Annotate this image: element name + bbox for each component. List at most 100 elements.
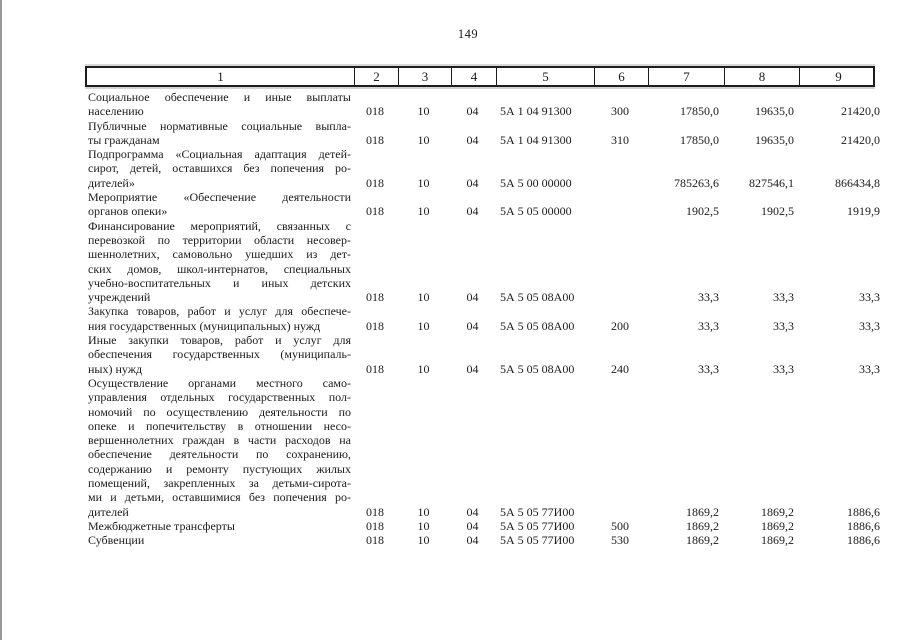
name-line: управления отдельных государственных пол… <box>88 390 351 405</box>
column-header: 4 <box>452 68 497 85</box>
cell-amount-year1: 1869,2 <box>686 504 719 519</box>
name-line: Публичные нормативные социальные выпла- <box>88 118 351 133</box>
cell-amount-year1: 33,3 <box>698 290 719 305</box>
cell-grbs-code: 018 <box>366 175 384 190</box>
cell-target-article: 5А 5 05 00000 <box>500 204 572 219</box>
name-line: Межбюджетные трансферты <box>88 518 235 533</box>
cell-target-article: 5А 5 00 00000 <box>500 175 572 190</box>
cell-grbs-code: 018 <box>366 204 384 219</box>
cell-name: Осуществление органами местного само-упр… <box>85 376 353 519</box>
cell-amount-year1: 33,3 <box>698 361 719 376</box>
cell-target-article: 5А 5 05 77И00 <box>500 533 575 548</box>
name-line: учреждений <box>88 290 151 305</box>
cell-target-article: 5А 5 05 08А00 <box>500 361 575 376</box>
cell-amount-year1: 1902,5 <box>686 204 719 219</box>
cell-target-article: 5А 1 04 91300 <box>500 132 572 147</box>
name-line: содержанию и ремонту пустующих жилых <box>88 461 351 476</box>
cell-subsection: 04 <box>466 518 479 533</box>
name-line: Финансирование мероприятий, связанных с <box>88 218 351 233</box>
cell-name: Иные закупки товаров, работ и услуг для о… <box>85 333 353 376</box>
cell-section: 10 <box>417 533 430 548</box>
cell-amount-year3: 33,3 <box>859 290 880 305</box>
column-header: 2 <box>355 68 399 85</box>
name-line: населению <box>88 104 144 119</box>
cell-amount-year3: 1886,6 <box>847 518 880 533</box>
cell-amount-year1: 785263,6 <box>674 175 719 190</box>
cell-grbs-code: 018 <box>366 290 384 305</box>
cell-subsection: 04 <box>466 132 479 147</box>
cell-section: 10 <box>417 318 430 333</box>
cell-grbs-code: 018 <box>366 361 384 376</box>
name-line: Закупка товаров, работ и услуг для обесп… <box>88 304 351 319</box>
cell-section: 10 <box>417 204 430 219</box>
name-line: сирот, детей, оставшихся без попечения р… <box>88 161 351 176</box>
table-row: Социальное обеспечение и иные выплаты нас… <box>85 90 880 119</box>
cell-amount-year1: 33,3 <box>698 318 719 333</box>
name-line: Иные закупки товаров, работ и услуг для <box>88 333 351 348</box>
cell-amount-year2: 1902,5 <box>761 204 794 219</box>
name-line: шеннолетних, самовольно ушедших из дет- <box>88 247 351 262</box>
name-line: Мероприятие «Обеспечение деятельности <box>88 190 351 205</box>
cell-expense-type: 530 <box>611 533 629 548</box>
name-line: вершеннолетних граждан в части расходов … <box>88 433 351 448</box>
cell-amount-year2: 1869,2 <box>761 518 794 533</box>
name-line: ных) нужд <box>88 361 143 376</box>
name-line: обеспечение деятельности по сохранению, <box>88 447 351 462</box>
cell-target-article: 5А 5 05 77И00 <box>500 504 575 519</box>
cell-amount-year3: 21420,0 <box>841 104 880 119</box>
table-row: Субвенции 018 10 04 5А 5 05 77И00 530 1869,2 18… <box>85 533 880 548</box>
cell-section: 10 <box>417 290 430 305</box>
cell-grbs-code: 018 <box>366 104 384 119</box>
cell-target-article: 5А 5 05 08А00 <box>500 318 575 333</box>
name-line: Осуществление органами местного само- <box>88 375 351 390</box>
cell-grbs-code: 018 <box>366 518 384 533</box>
cell-amount-year1: 17850,0 <box>680 132 719 147</box>
cell-amount-year3: 1886,6 <box>847 504 880 519</box>
cell-amount-year2: 33,3 <box>773 318 794 333</box>
cell-amount-year2: 19635,0 <box>755 104 794 119</box>
cell-target-article: 5А 5 05 77И00 <box>500 518 575 533</box>
cell-grbs-code: 018 <box>366 504 384 519</box>
name-line: перевозкой по территории области несовер… <box>88 232 351 247</box>
cell-name: Межбюджетные трансферты <box>85 519 353 533</box>
column-header: 3 <box>399 68 452 85</box>
table-row: Публичные нормативные социальные выпла-т… <box>85 119 880 148</box>
cell-section: 10 <box>417 132 430 147</box>
cell-amount-year2: 1869,2 <box>761 533 794 548</box>
cell-amount-year3: 33,3 <box>859 361 880 376</box>
cell-name: Подпрограмма «Социальная адаптация детей… <box>85 147 353 190</box>
table-row: Иные закупки товаров, работ и услуг для о… <box>85 333 880 376</box>
column-header: 6 <box>595 68 649 85</box>
table-row: Подпрограмма «Социальная адаптация детей… <box>85 147 880 190</box>
name-line: учебно-воспитательных и иных детских <box>88 275 351 290</box>
table-row: Мероприятие «Обеспечение деятельности орг… <box>85 190 880 219</box>
cell-grbs-code: 018 <box>366 132 384 147</box>
cell-subsection: 04 <box>466 318 479 333</box>
cell-amount-year2: 33,3 <box>773 361 794 376</box>
cell-subsection: 04 <box>466 361 479 376</box>
name-line: органов опеки» <box>88 204 168 219</box>
cell-section: 10 <box>417 518 430 533</box>
column-header: 5 <box>497 68 595 85</box>
cell-expense-type: 300 <box>611 104 629 119</box>
scan-left-edge-line <box>0 0 2 640</box>
column-header: 1 <box>87 68 355 85</box>
cell-amount-year3: 33,3 <box>859 318 880 333</box>
name-line: Субвенции <box>88 533 145 548</box>
cell-subsection: 04 <box>466 104 479 119</box>
page-number: 149 <box>457 27 479 41</box>
cell-expense-type: 200 <box>611 318 629 333</box>
name-line: обеспечения государственных (муниципаль- <box>88 347 351 362</box>
column-header: 8 <box>725 68 800 85</box>
cell-name: Субвенции <box>85 533 353 547</box>
cell-expense-type: 240 <box>611 361 629 376</box>
cell-name: Публичные нормативные социальные выпла-т… <box>85 119 353 148</box>
name-line: ми и детьми, оставшимися без попечения р… <box>88 490 351 505</box>
cell-section: 10 <box>417 175 430 190</box>
cell-subsection: 04 <box>466 175 479 190</box>
table-row: Закупка товаров, работ и услуг для обесп… <box>85 304 880 333</box>
cell-name: Мероприятие «Обеспечение деятельности орг… <box>85 190 353 219</box>
cell-amount-year3: 21420,0 <box>841 132 880 147</box>
